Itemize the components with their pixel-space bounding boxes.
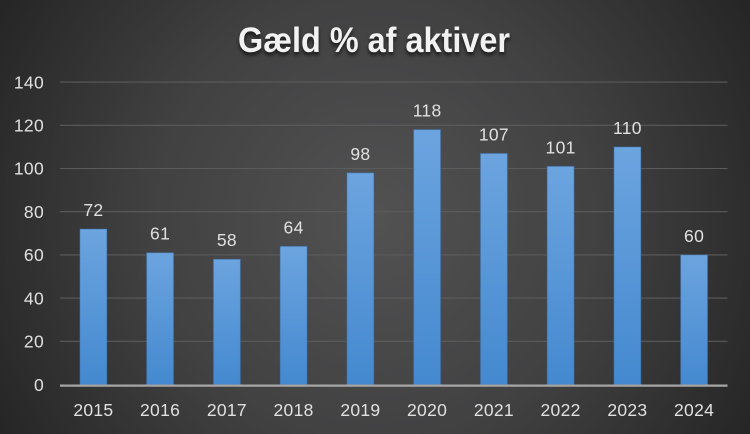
svg-text:60: 60 bbox=[24, 245, 44, 265]
svg-text:2018: 2018 bbox=[274, 400, 314, 420]
svg-text:20: 20 bbox=[24, 332, 44, 352]
svg-text:61: 61 bbox=[150, 224, 170, 244]
svg-text:40: 40 bbox=[24, 288, 44, 308]
svg-text:Gæld % af aktiver: Gæld % af aktiver bbox=[238, 21, 510, 60]
svg-text:2021: 2021 bbox=[474, 400, 514, 420]
svg-text:101: 101 bbox=[546, 137, 576, 157]
svg-text:2024: 2024 bbox=[674, 400, 714, 420]
svg-text:72: 72 bbox=[83, 200, 103, 220]
svg-text:2016: 2016 bbox=[140, 400, 180, 420]
svg-text:120: 120 bbox=[14, 116, 44, 136]
svg-text:2023: 2023 bbox=[607, 400, 647, 420]
svg-text:80: 80 bbox=[24, 202, 44, 222]
svg-text:140: 140 bbox=[14, 72, 44, 92]
svg-text:118: 118 bbox=[413, 101, 442, 121]
svg-text:2019: 2019 bbox=[340, 400, 380, 420]
svg-text:64: 64 bbox=[284, 217, 304, 237]
svg-text:58: 58 bbox=[217, 230, 237, 250]
svg-text:2022: 2022 bbox=[541, 400, 581, 420]
svg-text:2020: 2020 bbox=[407, 400, 447, 420]
svg-text:107: 107 bbox=[479, 124, 509, 144]
svg-text:2017: 2017 bbox=[207, 400, 247, 420]
svg-text:110: 110 bbox=[613, 118, 642, 138]
svg-text:0: 0 bbox=[34, 375, 44, 395]
svg-text:2015: 2015 bbox=[73, 400, 113, 420]
svg-text:100: 100 bbox=[14, 159, 44, 179]
svg-text:98: 98 bbox=[350, 144, 370, 164]
svg-text:60: 60 bbox=[684, 226, 704, 246]
